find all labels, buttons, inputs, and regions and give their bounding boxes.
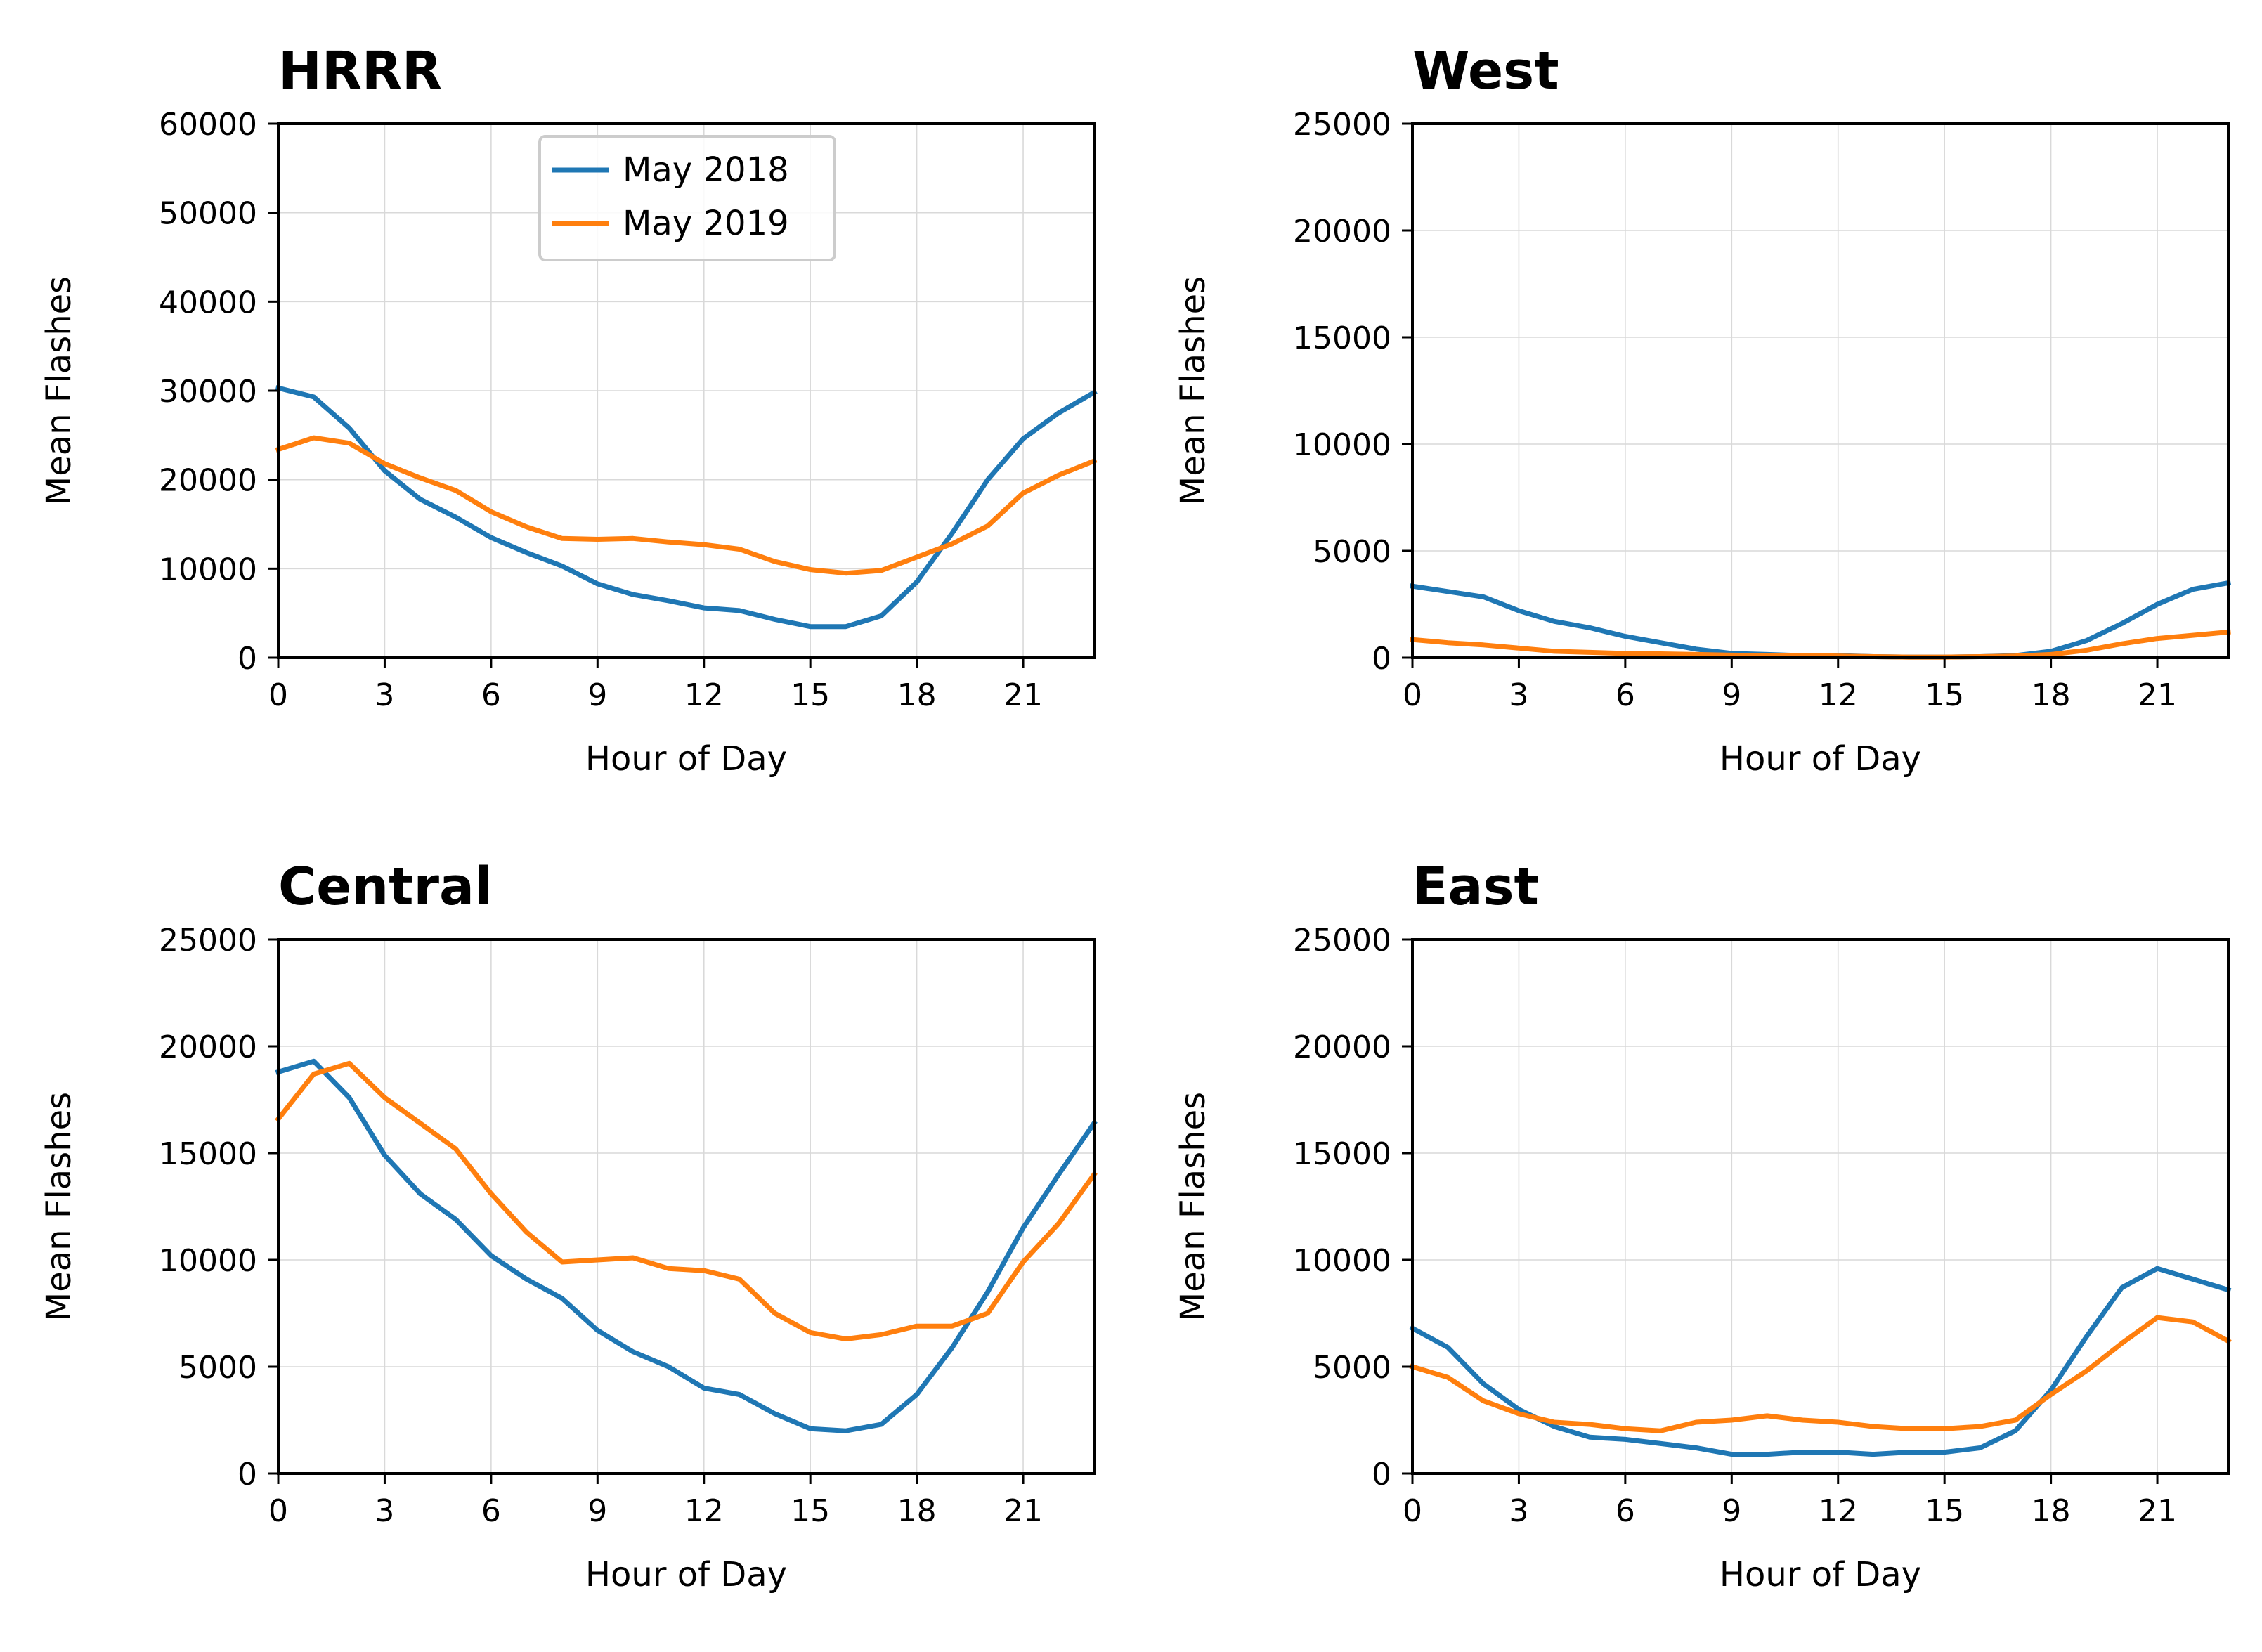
panel-title: Central <box>278 857 492 917</box>
x-tick-label: 0 <box>268 677 288 713</box>
legend-box <box>538 135 836 261</box>
x-tick-label: 15 <box>791 677 830 713</box>
y-tick-label: 10000 <box>1293 427 1391 463</box>
y-tick-label: 20000 <box>1293 214 1391 249</box>
y-tick-label: 5000 <box>1313 534 1391 570</box>
y-tick-label: 5000 <box>1313 1350 1391 1386</box>
y-tick-label: 5000 <box>178 1350 257 1386</box>
x-tick-label: 9 <box>1722 677 1741 713</box>
x-tick-label: 18 <box>2032 677 2071 713</box>
chart-panel-3: 0 3 6 9 12 15 18 21 0 5000 10000 15000 20000 25000 Hou… <box>1174 857 2232 1594</box>
chart-panel-2: 0 3 6 9 12 15 18 21 0 5000 10000 15000 20000 25000 Hou… <box>39 857 1098 1594</box>
legend: May 2018 May 2019 <box>538 135 836 261</box>
x-tick-label: 9 <box>1722 1493 1741 1529</box>
chart-panel-0: 0 3 6 9 12 15 18 21 0 10000 20000 30000 40000 50000 60… <box>39 41 1098 779</box>
y-axis-title: Mean Flashes <box>1174 1092 1213 1321</box>
chart-panel-1: 0 3 6 9 12 15 18 21 0 5000 10000 15000 20000 25000 Hou… <box>1174 41 2232 779</box>
y-tick-label: 15000 <box>1293 320 1391 356</box>
x-tick-label: 15 <box>1925 677 1964 713</box>
y-axis-title: Mean Flashes <box>39 276 79 505</box>
series-line-0 <box>275 384 1098 630</box>
x-tick-label: 3 <box>1509 1493 1528 1529</box>
x-tick-label: 3 <box>375 677 394 713</box>
plot-frame <box>277 938 1096 1475</box>
y-tick-label: 25000 <box>1293 923 1391 958</box>
x-tick-label: 0 <box>1403 1493 1422 1529</box>
y-tick-label: 15000 <box>1293 1136 1391 1172</box>
y-axis-title: Mean Flashes <box>1174 276 1213 505</box>
y-tick-label: 30000 <box>159 374 257 410</box>
x-tick-label: 0 <box>268 1493 288 1529</box>
series-line-0 <box>275 1058 1098 1433</box>
y-tick-label: 20000 <box>159 463 257 499</box>
x-tick-label: 12 <box>1819 677 1858 713</box>
legend-label-1: May 2019 <box>623 204 789 243</box>
y-tick-label: 0 <box>1372 1457 1391 1492</box>
y-tick-label: 15000 <box>159 1136 257 1172</box>
x-tick-label: 18 <box>2032 1493 2071 1529</box>
x-tick-label: 3 <box>1509 677 1528 713</box>
x-axis-title: Hour of Day <box>1720 739 1921 779</box>
x-tick-label: 18 <box>897 1493 937 1529</box>
y-tick-label: 50000 <box>159 196 257 232</box>
x-tick-label: 21 <box>2138 677 2177 713</box>
panel-title: HRRR <box>278 41 442 101</box>
y-tick-label: 20000 <box>159 1029 257 1065</box>
y-tick-label: 20000 <box>1293 1029 1391 1065</box>
x-tick-label: 21 <box>1003 677 1043 713</box>
x-axis-title: Hour of Day <box>585 739 787 779</box>
y-tick-label: 25000 <box>159 923 257 958</box>
y-tick-label: 10000 <box>159 1243 257 1279</box>
panel-title: East <box>1412 857 1539 917</box>
y-tick-label: 40000 <box>159 285 257 320</box>
x-tick-label: 3 <box>375 1493 394 1529</box>
x-tick-label: 6 <box>1616 1493 1635 1529</box>
series-line-1 <box>1409 1315 2232 1433</box>
series-line-1 <box>1410 629 2231 660</box>
series-line-0 <box>1409 1266 2232 1457</box>
x-tick-label: 21 <box>1003 1493 1043 1529</box>
x-tick-label: 12 <box>1819 1493 1858 1529</box>
x-tick-label: 12 <box>684 1493 724 1529</box>
x-tick-label: 15 <box>791 1493 830 1529</box>
x-axis-title: Hour of Day <box>1720 1555 1921 1594</box>
y-tick-label: 60000 <box>159 107 257 143</box>
y-tick-label: 10000 <box>1293 1243 1391 1279</box>
x-tick-label: 15 <box>1925 1493 1964 1529</box>
y-tick-label: 0 <box>238 641 257 677</box>
x-tick-label: 6 <box>1616 677 1635 713</box>
x-tick-label: 18 <box>897 677 937 713</box>
x-tick-label: 9 <box>587 677 607 713</box>
y-tick-label: 25000 <box>1293 107 1391 143</box>
series-line-1 <box>275 1060 1098 1341</box>
y-tick-label: 0 <box>1372 641 1391 677</box>
legend-label-0: May 2018 <box>623 150 789 190</box>
y-axis-title: Mean Flashes <box>39 1092 79 1321</box>
y-tick-label: 0 <box>238 1457 257 1492</box>
x-tick-label: 9 <box>587 1493 607 1529</box>
series-line-1 <box>275 435 1098 576</box>
x-axis-title: Hour of Day <box>585 1555 787 1594</box>
plot-frame <box>1411 938 2230 1475</box>
x-tick-label: 21 <box>2138 1493 2177 1529</box>
x-tick-label: 6 <box>481 1493 501 1529</box>
x-tick-label: 6 <box>481 677 501 713</box>
x-tick-label: 0 <box>1403 677 1422 713</box>
y-tick-label: 10000 <box>159 552 257 587</box>
x-tick-label: 12 <box>684 677 724 713</box>
plot-frame <box>1411 122 2230 659</box>
panel-title: West <box>1412 41 1559 101</box>
